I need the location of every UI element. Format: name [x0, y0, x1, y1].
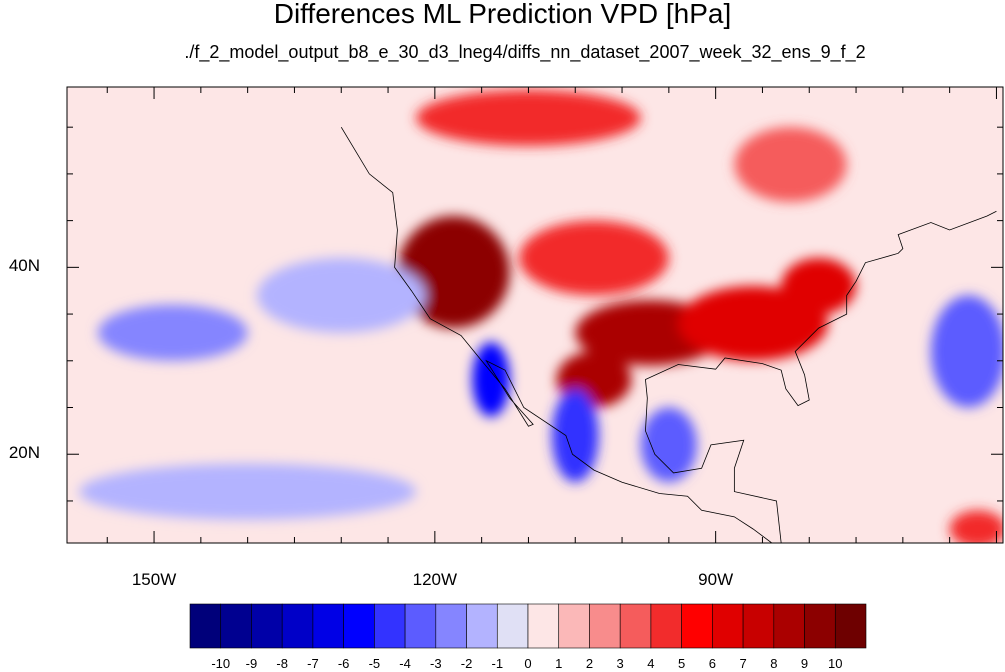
- field-region-southeast-us: [678, 286, 828, 361]
- colorbar-swatch: [189, 603, 222, 649]
- coastline-layer: [340, 126, 997, 543]
- colorbar-label: 9: [800, 656, 809, 671]
- x-tick-label: 150W: [131, 570, 177, 589]
- colorbar-swatch: [558, 603, 590, 649]
- colorbar-label: -5: [368, 656, 381, 671]
- colorbar-label: -6: [337, 656, 350, 671]
- colorbar-swatch: [681, 603, 713, 649]
- colorbar-swatch: [650, 603, 682, 649]
- colorbar-label: 4: [647, 656, 655, 671]
- field-region-pacific-low-west: [97, 304, 248, 361]
- colorbar-swatch: [220, 603, 252, 649]
- colorbar-label: 7: [739, 656, 747, 671]
- colorbar-label: -8: [276, 656, 288, 671]
- field-region-canada-north: [416, 89, 641, 146]
- colorbar-swatch: [343, 603, 375, 649]
- colorbar-label: -10: [211, 656, 231, 671]
- colorbar-swatch: [435, 603, 467, 649]
- field-region-caribbean-high: [949, 510, 1003, 543]
- colorbar-swatch: [834, 603, 867, 649]
- colorbar: [189, 603, 867, 649]
- colorbar-swatch: [281, 603, 314, 649]
- field-region-baja-low: [472, 342, 510, 417]
- colorbar-swatch: [619, 603, 652, 649]
- colorbar-swatch: [251, 603, 283, 649]
- field-region-mexico-coast-low: [551, 388, 599, 483]
- colorbar-label: 3: [616, 656, 624, 671]
- colorbar-swatch: [312, 603, 344, 649]
- field-region-atlantic-low: [930, 295, 1003, 408]
- field-region-mid-atlantic: [781, 258, 857, 315]
- plot-frame: [66, 86, 1004, 544]
- colorbar-swatch: [742, 603, 775, 649]
- colorbar-label: -7: [307, 656, 319, 671]
- map-subtitle: ./f_2_model_output_b8_e_30_d3_lneg4/diff…: [184, 42, 866, 62]
- field-region-central-us: [519, 220, 669, 296]
- field-region-pacific-low-east: [257, 258, 426, 333]
- field-region-canada-east: [734, 127, 847, 202]
- colorbar-label: 8: [770, 656, 778, 671]
- colorbar-label: 1: [555, 656, 563, 671]
- coastline-1: [645, 210, 997, 543]
- colorbar-swatch: [374, 603, 406, 649]
- coastline-0: [340, 126, 773, 543]
- colorbar-label: 0: [524, 656, 532, 671]
- colorbar-swatch: [712, 603, 744, 649]
- field-layer: [67, 87, 1003, 543]
- colorbar-swatch: [527, 603, 560, 649]
- colorbar-swatch: [404, 603, 437, 649]
- x-tick-label: 90W: [698, 570, 734, 589]
- colorbar-swatch: [466, 603, 498, 649]
- colorbar-label: -2: [460, 656, 473, 671]
- colorbar-label: 2: [585, 656, 594, 671]
- colorbar-swatch: [496, 603, 529, 649]
- field-region-western-us-high: [397, 215, 510, 329]
- field-region-gulf-low: [640, 407, 697, 483]
- colorbar-label: -3: [430, 656, 442, 671]
- colorbar-label: -9: [245, 656, 258, 671]
- colorbar-swatch: [773, 603, 805, 649]
- tick-marks: [67, 87, 1003, 543]
- colorbar-label: -1: [491, 656, 504, 671]
- colorbar-label: 10: [828, 656, 843, 671]
- colorbar-swatch: [589, 603, 621, 649]
- colorbar-label: 5: [678, 656, 686, 671]
- y-tick-label: 20N: [8, 443, 40, 463]
- y-tick-label: 40N: [8, 256, 40, 276]
- x-tick-label: 120W: [412, 570, 458, 589]
- colorbar-swatch: [804, 603, 836, 649]
- map-title: Differences ML Prediction VPD [hPa]: [273, 0, 732, 29]
- field-region-pacific-tropics: [79, 463, 417, 520]
- colorbar-label: 6: [708, 656, 716, 671]
- colorbar-label: -4: [399, 656, 411, 671]
